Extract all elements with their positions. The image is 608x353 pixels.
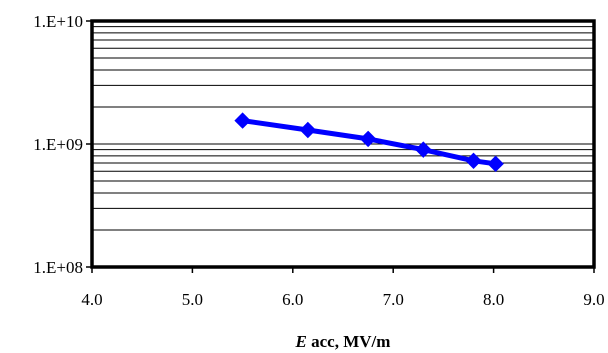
data-point bbox=[465, 152, 482, 170]
x-tick-label: 9.0 bbox=[583, 290, 604, 309]
plot-area-border bbox=[90, 19, 596, 269]
x-axis-title: E acc, MV/m bbox=[295, 332, 391, 351]
x-axis-title-symbol: E bbox=[295, 332, 307, 351]
x-tick-label: 5.0 bbox=[182, 290, 203, 309]
data-point bbox=[234, 112, 251, 129]
x-axis-tick-labels: 4.0 5.0 6.0 7.0 8.0 9.0 bbox=[81, 290, 604, 309]
data-point bbox=[487, 155, 504, 173]
x-tick-label: 4.0 bbox=[81, 290, 102, 309]
x-axis-title-text: acc, MV/m bbox=[307, 332, 391, 351]
x-tick-label: 8.0 bbox=[483, 290, 504, 309]
x-tick-label: 7.0 bbox=[383, 290, 404, 309]
y-tick-label: 1.E+08 bbox=[33, 258, 83, 277]
data-point bbox=[359, 130, 377, 148]
grid-lines bbox=[92, 20, 594, 268]
y-axis-tick-labels: 1.E+08 1.E+09 1.E+10 bbox=[33, 12, 83, 277]
y-tick-label: 1.E+10 bbox=[33, 12, 83, 31]
y-tick-label: 1.E+09 bbox=[33, 135, 83, 154]
data-point bbox=[415, 141, 432, 158]
data-point bbox=[299, 121, 317, 139]
x-tick-label: 6.0 bbox=[282, 290, 303, 309]
axis-ticks bbox=[86, 20, 595, 273]
series-layer bbox=[234, 112, 504, 173]
